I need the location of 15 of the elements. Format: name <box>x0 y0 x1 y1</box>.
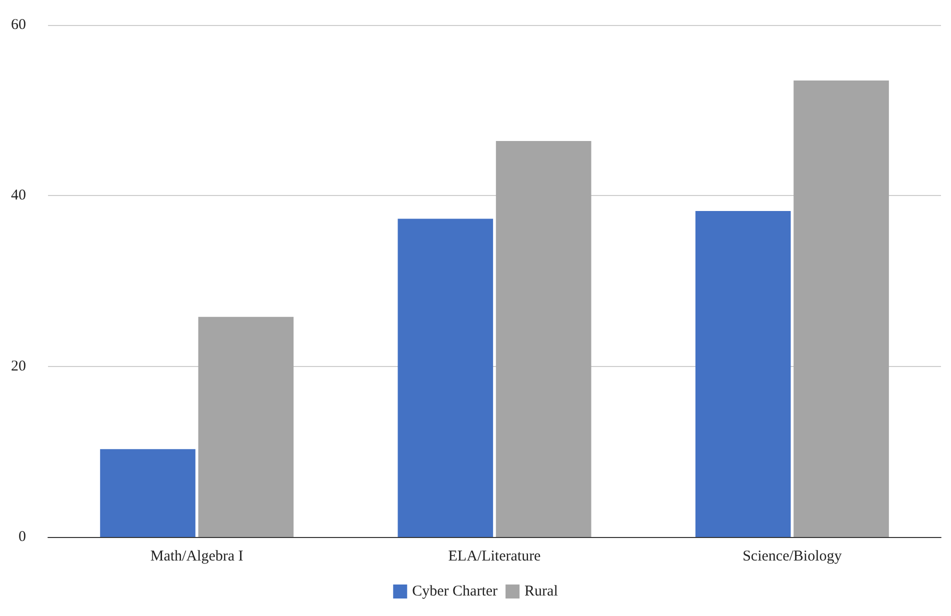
legend-label: Cyber Charter <box>412 584 498 600</box>
bar <box>695 211 791 537</box>
x-tick-label: ELA/Literature <box>448 548 542 564</box>
bar <box>794 80 889 537</box>
bar <box>100 449 196 537</box>
x-tick-label: Science/Biology <box>742 548 842 564</box>
bar <box>496 141 592 537</box>
y-tick-label: 20 <box>11 358 26 374</box>
y-tick-label: 0 <box>18 529 26 545</box>
y-tick-label: 40 <box>11 188 26 204</box>
bar <box>198 316 294 537</box>
bar <box>398 218 494 537</box>
x-tick-label: Math/Algebra I <box>150 548 244 564</box>
y-tick-label: 60 <box>11 17 26 33</box>
legend-label: Rural <box>524 584 558 600</box>
